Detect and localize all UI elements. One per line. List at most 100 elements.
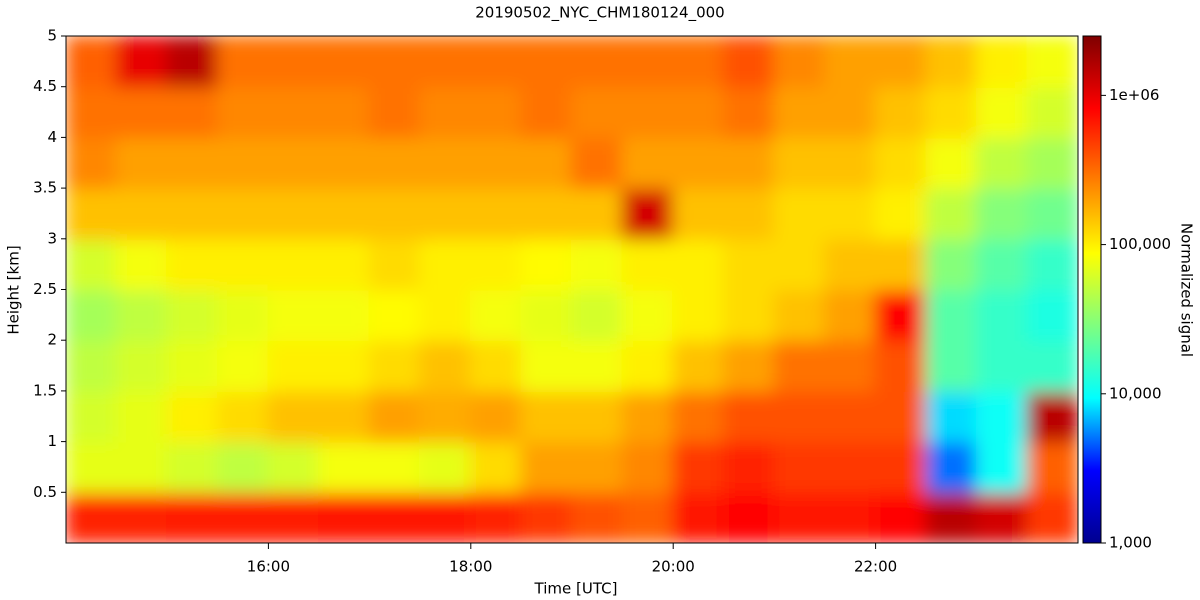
y-tick-label: 3.5 xyxy=(33,179,57,197)
heatmap-cell xyxy=(925,85,978,139)
heatmap xyxy=(66,36,1078,543)
heatmap-cell xyxy=(469,187,523,240)
heatmap-cell xyxy=(874,339,928,392)
heatmap-cell xyxy=(824,389,877,443)
heatmap-cell xyxy=(115,36,169,88)
heatmap-cell xyxy=(469,36,523,88)
heatmap-cell xyxy=(66,36,118,88)
heatmap-cell xyxy=(267,288,320,342)
heatmap-cell xyxy=(318,389,371,443)
heatmap-cell xyxy=(66,491,118,543)
heatmap-cell xyxy=(419,288,472,342)
heatmap-cell xyxy=(672,288,725,342)
heatmap-cell xyxy=(773,136,826,190)
heatmap-cell xyxy=(874,36,928,88)
heatmap-cell xyxy=(318,187,371,240)
heatmap-cell xyxy=(621,237,675,291)
heatmap-cell xyxy=(267,237,320,291)
heatmap-cell xyxy=(571,288,624,342)
heatmap-cell xyxy=(166,491,219,543)
heatmap-cell xyxy=(571,187,624,240)
heatmap-cell xyxy=(166,187,219,240)
heatmap-cell xyxy=(267,187,320,240)
heatmap-cell xyxy=(874,491,928,543)
heatmap-cell xyxy=(66,85,118,139)
heatmap-cell xyxy=(874,440,928,494)
heatmap-cell xyxy=(368,136,422,190)
heatmap-cell xyxy=(571,339,624,392)
heatmap-cell xyxy=(672,440,725,494)
heatmap-cell xyxy=(824,440,877,494)
colorbar-label: Normalized signal xyxy=(1178,223,1196,357)
y-tick-label: 2 xyxy=(47,331,57,349)
heatmap-cell xyxy=(419,389,472,443)
heatmap-cell xyxy=(773,389,826,443)
heatmap-cell xyxy=(216,187,270,240)
heatmap-cell xyxy=(621,440,675,494)
heatmap-cell xyxy=(621,339,675,392)
heatmap-cell xyxy=(166,36,219,88)
heatmap-cell xyxy=(419,187,472,240)
heatmap-cell xyxy=(773,440,826,494)
axes: 16:00 18:00 20:00 22:00 0.5 1 1.5 2 2.5 3 3.5 4 4.5 5… xyxy=(33,27,1171,576)
x-tick-label: 16:00 xyxy=(247,558,290,576)
heatmap-cell xyxy=(469,288,523,342)
heatmap-cell xyxy=(722,136,776,190)
heatmap-cell xyxy=(166,389,219,443)
heatmap-cell xyxy=(368,187,422,240)
heatmap-cell xyxy=(722,85,776,139)
heatmap-cell xyxy=(368,389,422,443)
x-tick-label: 20:00 xyxy=(652,558,695,576)
heatmap-cell xyxy=(1026,491,1078,543)
heatmap-cell xyxy=(1026,288,1078,342)
heatmap-cell xyxy=(318,237,371,291)
heatmap-cell xyxy=(975,288,1029,342)
heatmap-cell xyxy=(975,339,1029,392)
heatmap-cell xyxy=(166,136,219,190)
y-tick-label: 1.5 xyxy=(33,381,57,399)
heatmap-cell xyxy=(520,237,573,291)
y-tick-label: 4.5 xyxy=(33,77,57,95)
heatmap-cell xyxy=(722,288,776,342)
heatmap-cell xyxy=(571,136,624,190)
heatmap-cell xyxy=(419,491,472,543)
chart-title: 20190502_NYC_CHM180124_000 xyxy=(475,4,724,23)
heatmap-cell xyxy=(773,85,826,139)
heatmap-cell xyxy=(166,440,219,494)
heatmap-cell xyxy=(621,288,675,342)
heatmap-cell xyxy=(722,339,776,392)
heatmap-cell xyxy=(419,85,472,139)
heatmap-cell xyxy=(115,288,169,342)
heatmap-cell xyxy=(975,36,1029,88)
heatmap-cell xyxy=(672,187,725,240)
heatmap-cell xyxy=(1026,440,1078,494)
heatmap-cell xyxy=(318,136,371,190)
heatmap-cell xyxy=(469,339,523,392)
heatmap-cell xyxy=(267,440,320,494)
heatmap-cell xyxy=(368,36,422,88)
heatmap-cell xyxy=(773,288,826,342)
heatmap-cell xyxy=(267,136,320,190)
heatmap-cell xyxy=(975,237,1029,291)
heatmap-cell xyxy=(368,85,422,139)
heatmap-cell xyxy=(824,237,877,291)
heatmap-cell xyxy=(318,85,371,139)
y-tick-label: 3 xyxy=(47,229,57,247)
heatmap-cell xyxy=(925,136,978,190)
heatmap-cell xyxy=(621,36,675,88)
heatmap-cell xyxy=(419,237,472,291)
heatmap-cell xyxy=(1026,187,1078,240)
heatmap-cell xyxy=(672,491,725,543)
heatmap-cell xyxy=(216,136,270,190)
heatmap-cell xyxy=(216,491,270,543)
heatmap-cell xyxy=(115,491,169,543)
heatmap-cell xyxy=(115,440,169,494)
heatmap-cell xyxy=(318,36,371,88)
heatmap-cell xyxy=(773,187,826,240)
heatmap-cell xyxy=(571,85,624,139)
heatmap-cell xyxy=(925,187,978,240)
heatmap-cell xyxy=(773,491,826,543)
heatmap-cell xyxy=(115,85,169,139)
heatmap-cell xyxy=(621,85,675,139)
